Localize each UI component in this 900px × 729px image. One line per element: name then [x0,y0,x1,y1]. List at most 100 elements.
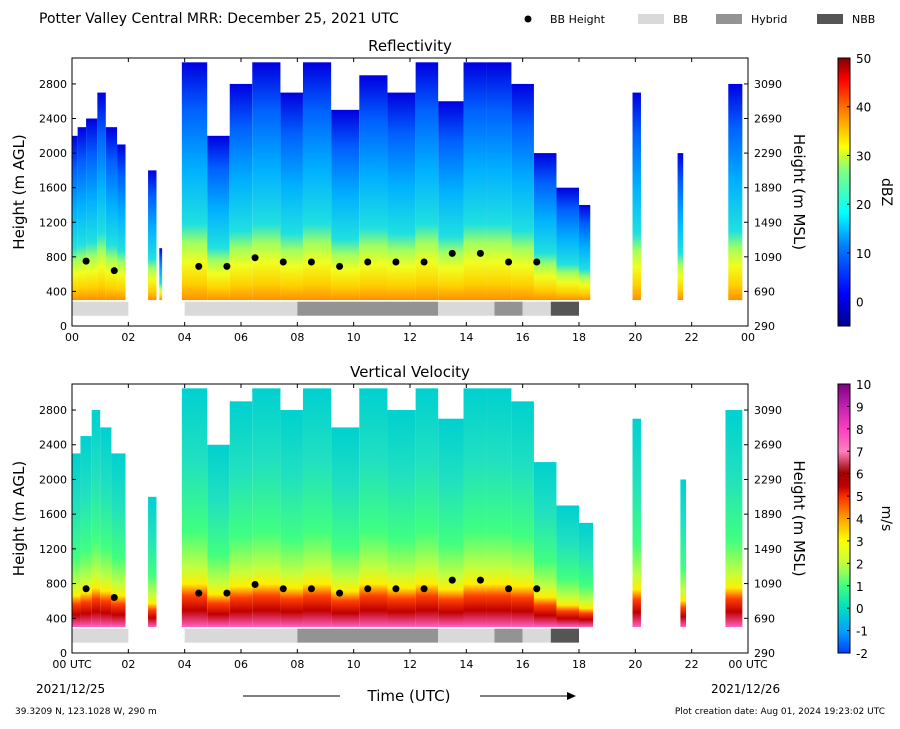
precip-column [632,92,641,301]
precip-column [252,62,281,301]
bb-type-segment [72,628,129,643]
x-tick-label: 10 [347,331,361,344]
bb-height-point [448,576,456,584]
precip-column [77,127,87,301]
bb-height-point [82,257,90,265]
precip-column [415,62,439,301]
y-right-tick-label: 3090 [754,404,782,417]
x-tick-label: 00 UTC [728,658,768,671]
precip-column [148,170,157,301]
colorbar-scale [837,57,851,327]
precip-column [359,75,388,301]
y-right-tick-label: 3090 [754,78,782,91]
precip-column [229,83,253,301]
precip-column [463,388,487,627]
precip-column [117,144,126,301]
bb-height-point [476,249,484,257]
x-tick-label: 02 [121,331,135,344]
precip-column [387,92,416,301]
bb-height-point [110,267,118,275]
vertical-velocity-panel: Vertical Velocity 00 UTC 02 04 06 08 10 12 14 16 1… [10,363,808,671]
legend-bb-swatch [638,14,664,24]
x-tick-label: 04 [178,331,192,344]
precip-column [72,135,78,301]
precip-column [331,109,360,301]
time-arrow-head-icon [567,692,576,700]
x-tick-label: 16 [516,658,530,671]
y-tick-label: 2800 [39,78,67,91]
y-tick-label: 1600 [39,508,67,521]
precip-column [280,92,303,301]
y-tick-label: 400 [46,285,67,298]
bb-height-point [505,258,513,266]
bb-type-segment [438,301,495,316]
y-tick-label: 400 [46,612,67,625]
bb-type-segment [550,301,579,316]
y-tick-label: 1600 [39,182,67,195]
colorbar-tick-label: -2 [856,647,868,661]
precip-column [680,479,687,627]
colorbar-tick-label: 6 [856,468,864,482]
precip-column [148,496,157,627]
legend-bb-height-label: BB Height [550,13,606,26]
precip-column [207,444,230,627]
precip-column [80,436,92,627]
precip-column [97,92,106,301]
bb-height-point [505,585,513,593]
x-tick-label: 14 [459,331,473,344]
bb-height-point [223,262,231,270]
x-tick-label: 16 [516,331,530,344]
legend-hybrid-swatch [716,14,742,24]
x-tick-label: 18 [572,658,586,671]
x-tick-label: 04 [178,658,192,671]
legend-hybrid-label: Hybrid [751,13,787,26]
legend: BB Height BB Hybrid NBB [524,13,875,26]
figure-title: Potter Valley Central MRR: December 25, … [39,11,399,27]
bb-height-point [336,262,344,270]
precip-column [511,83,534,301]
precip-column [331,427,360,627]
y-right-tick-label: 1090 [754,578,782,591]
colorbar-tick-label: 20 [856,198,871,212]
legend-bb-height-dot-icon [524,15,532,23]
colorbar-tick-label: -1 [856,625,868,639]
legend-nbb-swatch [817,14,843,24]
precip-column [280,410,303,627]
bb-height-point [82,585,90,593]
bb-type-segment [522,628,551,643]
precip-column [86,118,98,301]
bb-height-point [195,589,203,597]
precip-column [302,62,332,301]
y-right-tick-label: 1090 [754,251,782,264]
bb-height-point [364,585,372,593]
bb-height-point [279,258,287,266]
colorbar-tick-label: 0 [856,296,864,310]
colorbar-tick-label: 10 [856,247,871,261]
bb-height-point [420,585,428,593]
y-tick-label: 2000 [39,147,67,160]
colorbar-tick-label: 5 [856,490,864,504]
y-right-tick-label: 1490 [754,543,782,556]
precip-column [105,127,118,301]
x-tick-label: 22 [685,331,699,344]
colorbar-tick-label: 3 [856,535,864,549]
x-tick-label: 06 [234,331,248,344]
bb-type-segment [522,301,551,316]
bb-type-segment [438,628,495,643]
bb-height-point [195,262,203,270]
y-axis-label: Height (m AGL) [10,134,28,249]
y-right-tick-label: 2690 [754,113,782,126]
x-tick-label: 02 [121,658,135,671]
precip-column [533,462,557,627]
y-tick-label: 800 [46,251,67,264]
bb-type-segment [297,301,439,316]
colorbar-tick-label: 8 [856,423,864,437]
bb-height-point [307,585,315,593]
end-date-label: 2021/12/26 [711,682,780,696]
bb-height-point [251,580,259,588]
x-tick-label: 20 [628,658,642,671]
velocity-colorbar: -2 -1 0 1 2 3 4 5 6 7 8 9 10 m/s [837,378,894,661]
